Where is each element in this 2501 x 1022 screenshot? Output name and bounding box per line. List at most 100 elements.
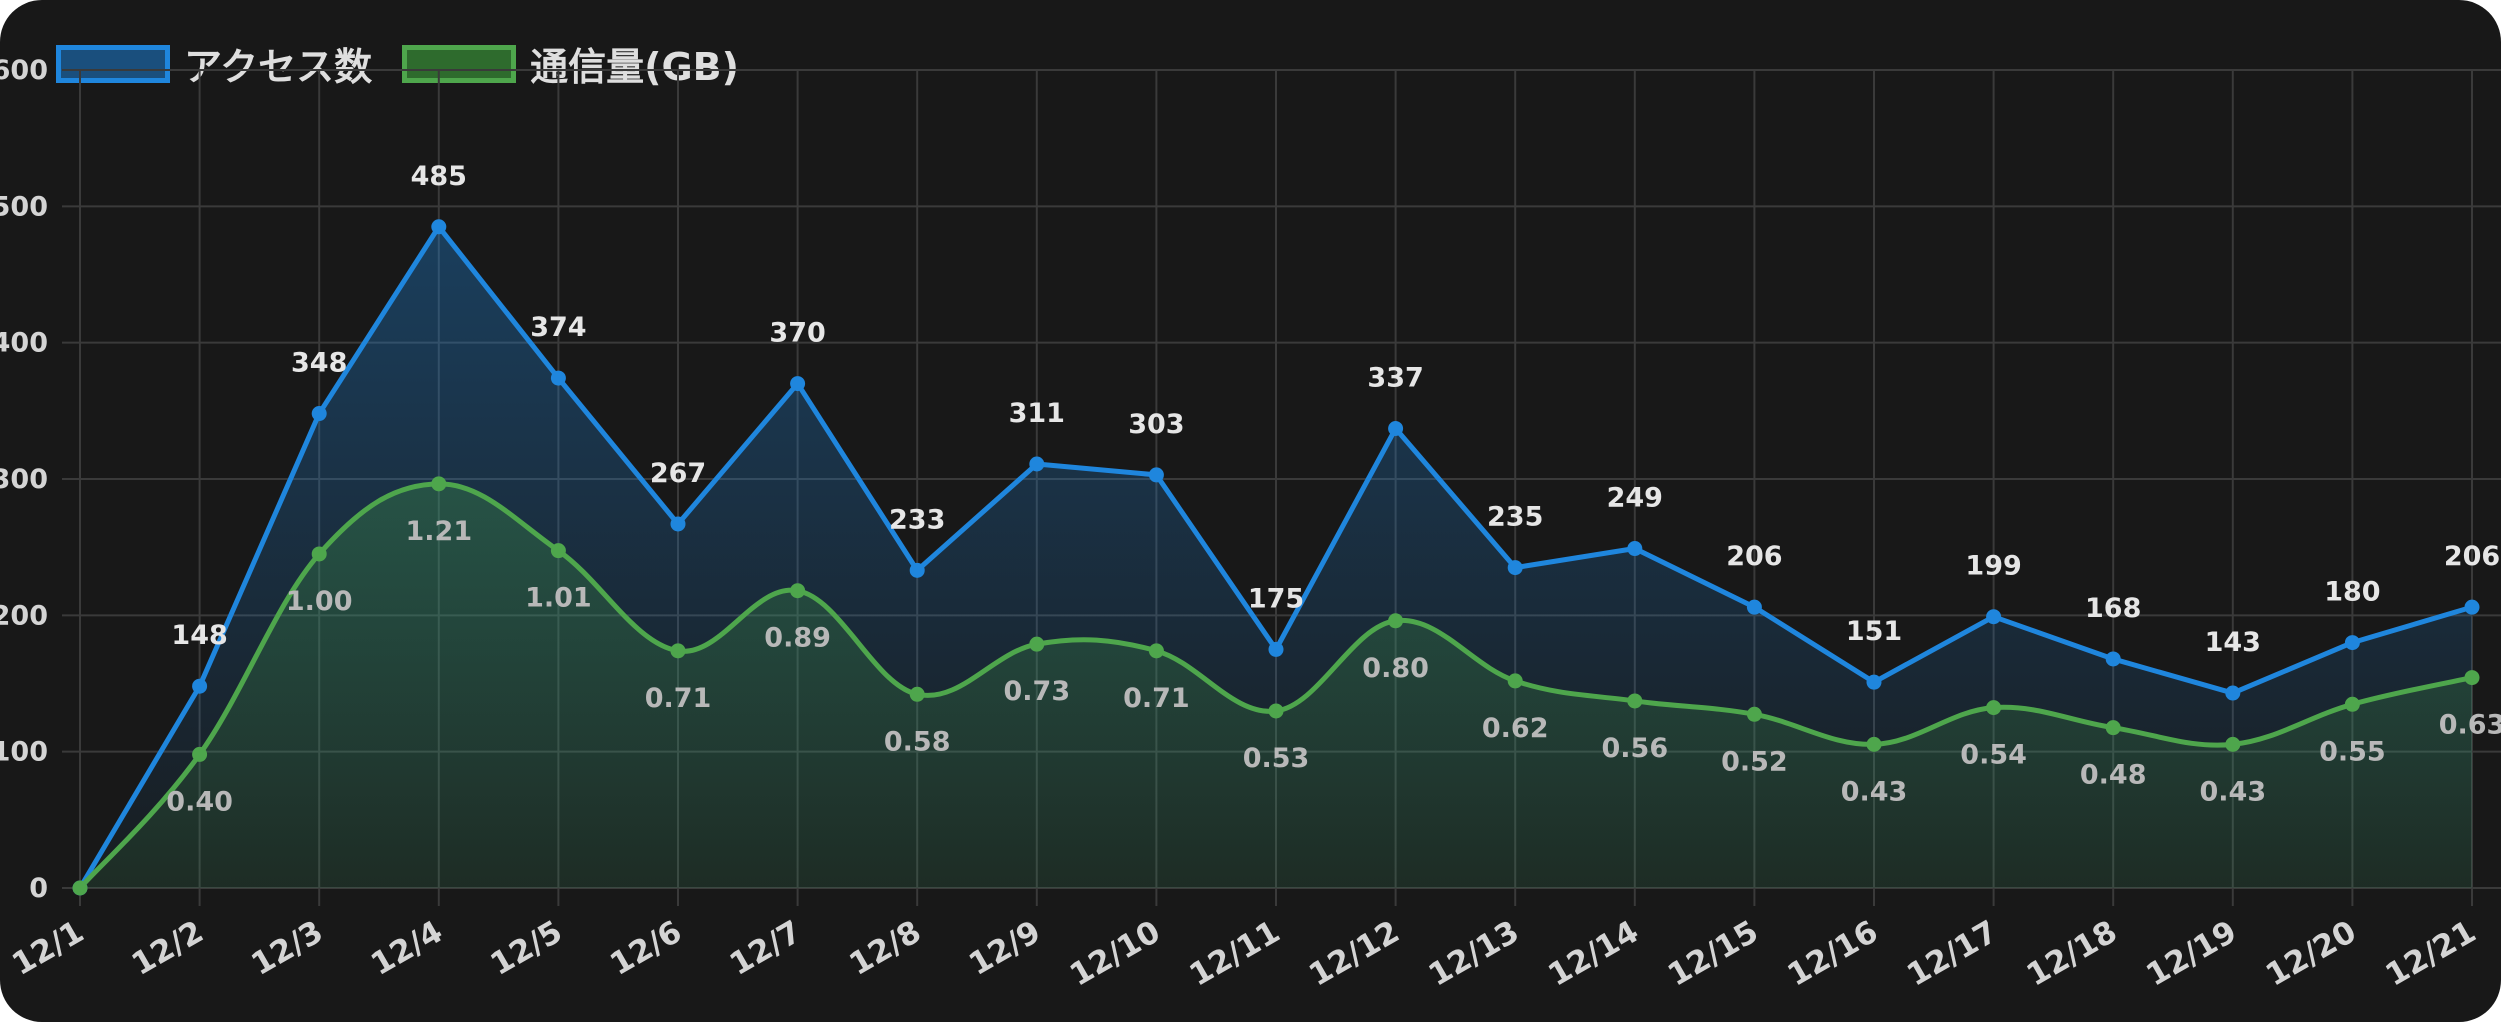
point-traffic	[2344, 696, 2360, 712]
legend-swatch-access	[56, 44, 170, 83]
legend: アクセス数 通信量(GB)	[56, 36, 769, 91]
point-access	[550, 370, 566, 386]
x-tick-label: 12/8	[843, 914, 927, 983]
y-tick-label: 100	[0, 737, 48, 768]
point-access	[192, 678, 208, 694]
point-traffic	[72, 880, 88, 896]
data-label-access: 311	[1009, 398, 1065, 429]
y-tick-label: 300	[0, 464, 48, 495]
point-access	[1148, 467, 1164, 483]
data-label-traffic: 0.89	[764, 623, 831, 654]
data-label-traffic: 0.58	[884, 726, 951, 757]
data-label-access: 206	[2444, 541, 2500, 572]
point-traffic	[1148, 643, 1164, 659]
data-label-access: 235	[1487, 502, 1543, 533]
point-access	[311, 406, 327, 422]
data-label-access: 175	[1248, 583, 1304, 614]
point-access	[2344, 635, 2360, 651]
data-label-traffic: 0.71	[1123, 683, 1190, 714]
data-label-access: 348	[291, 348, 347, 379]
legend-item-traffic[interactable]: 通信量(GB)	[402, 36, 739, 91]
x-tick-label: 12/6	[604, 914, 688, 983]
x-tick-label: 12/21	[2379, 914, 2482, 994]
data-label-access: 233	[889, 504, 945, 535]
x-tick-label: 12/13	[1423, 914, 1526, 994]
data-label-access: 180	[2324, 577, 2380, 608]
data-label-traffic: 0.71	[645, 683, 712, 714]
data-label-traffic: 1.21	[405, 516, 472, 547]
data-label-traffic: 1.00	[286, 586, 353, 617]
point-access	[2225, 685, 2241, 701]
point-traffic	[192, 746, 208, 762]
point-access	[1268, 641, 1284, 657]
x-tick-label: 12/19	[2140, 914, 2243, 994]
data-label-traffic: 0.43	[1841, 776, 1908, 807]
x-tick-label: 12/10	[1064, 914, 1167, 994]
point-traffic	[1507, 673, 1523, 689]
point-access	[2464, 599, 2480, 615]
data-label-access: 370	[769, 318, 825, 349]
data-label-access: 168	[2085, 593, 2141, 624]
data-label-access: 206	[1726, 541, 1782, 572]
point-access	[1866, 674, 1882, 690]
data-label-traffic: 0.80	[1362, 653, 1429, 684]
data-label-traffic: 0.55	[2319, 736, 2386, 767]
x-tick-label: 12/15	[1662, 914, 1765, 994]
data-label-access: 249	[1607, 483, 1663, 514]
x-tick-label: 12/18	[2021, 914, 2124, 994]
y-tick-label: 200	[0, 600, 48, 631]
data-label-access: 337	[1367, 363, 1423, 394]
x-tick-label: 12/17	[1901, 914, 2004, 994]
y-tick-label: 600	[0, 55, 48, 86]
point-traffic	[550, 543, 566, 559]
legend-swatch-traffic	[402, 44, 517, 83]
point-traffic	[1866, 736, 1882, 752]
point-traffic	[1388, 613, 1404, 629]
legend-label-traffic: 通信量(GB)	[530, 45, 739, 89]
point-traffic	[431, 476, 447, 492]
point-access	[1507, 560, 1523, 576]
y-tick-label: 500	[0, 191, 48, 222]
x-tick-label: 12/20	[2260, 914, 2363, 994]
data-label-access: 374	[530, 312, 586, 343]
point-traffic	[1746, 706, 1762, 722]
point-access	[431, 219, 447, 235]
legend-item-access[interactable]: アクセス数	[56, 36, 372, 91]
data-label-traffic: 0.54	[1960, 740, 2027, 771]
x-tick-label: 12/1	[6, 914, 90, 983]
x-tick-label: 12/2	[126, 914, 210, 983]
point-access	[1627, 541, 1643, 557]
point-access	[909, 562, 925, 578]
x-tick-label: 12/11	[1183, 914, 1286, 994]
point-traffic	[790, 583, 806, 599]
data-label-access: 303	[1128, 409, 1184, 440]
point-traffic	[909, 686, 925, 702]
data-label-traffic: 0.52	[1721, 746, 1788, 777]
point-traffic	[2105, 720, 2121, 736]
x-tick-label: 12/5	[485, 914, 569, 983]
area-traffic	[80, 483, 2472, 888]
point-traffic	[2464, 670, 2480, 686]
legend-label-access: アクセス数	[184, 45, 373, 89]
x-tick-label: 12/3	[245, 914, 329, 983]
point-traffic	[1627, 693, 1643, 709]
point-traffic	[311, 546, 327, 562]
point-traffic	[1268, 703, 1284, 719]
point-traffic	[670, 643, 686, 659]
point-traffic	[1986, 700, 2002, 716]
point-access	[670, 516, 686, 532]
data-label-traffic: 0.43	[2199, 776, 2266, 807]
point-traffic	[1029, 636, 1045, 652]
data-label-access: 148	[171, 620, 227, 651]
data-label-traffic: 0.62	[1482, 713, 1549, 744]
data-label-traffic: 1.01	[525, 583, 592, 614]
data-label-access: 485	[411, 161, 467, 192]
data-label-traffic: 0.48	[2080, 760, 2147, 791]
point-access	[1746, 599, 1762, 615]
x-tick-label: 12/12	[1303, 914, 1406, 994]
x-tick-label: 12/16	[1781, 914, 1884, 994]
data-label-access: 143	[2205, 627, 2261, 658]
point-access	[1029, 456, 1045, 472]
